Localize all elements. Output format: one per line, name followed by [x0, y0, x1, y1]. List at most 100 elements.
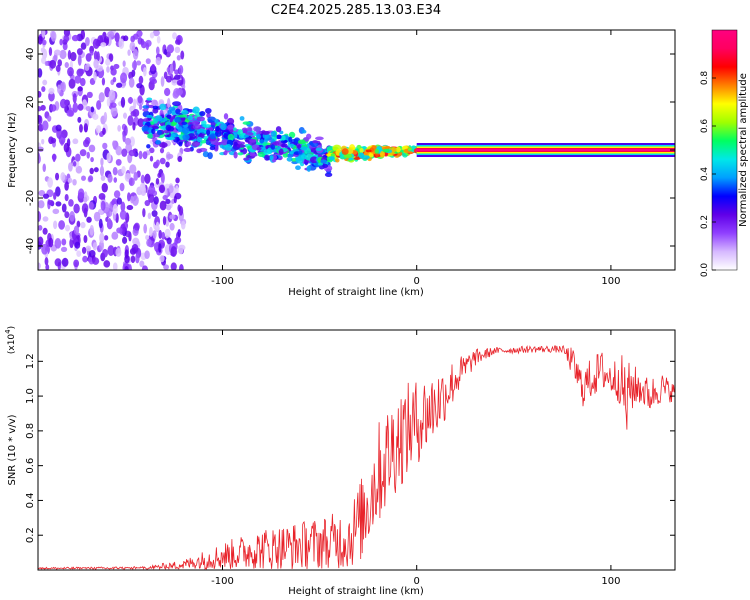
heatmap-cell: [61, 257, 69, 267]
heatmap-cell: [155, 159, 160, 167]
heatmap-cell: [343, 153, 353, 159]
heatmap-cell: [77, 103, 84, 111]
heatmap-cell: [256, 133, 261, 140]
heatmap-cell: [63, 34, 70, 43]
heatmap-cell: [55, 172, 60, 181]
heatmap-cell: [320, 159, 328, 164]
heatmap-cell: [107, 31, 115, 38]
heatmap-cell: [165, 124, 172, 131]
heatmap-cell: [379, 150, 386, 158]
heatmap-cell: [52, 153, 56, 163]
heatmap-cell: [132, 121, 136, 131]
heatmap-cell: [170, 262, 177, 270]
heatmap-cell: [249, 153, 258, 157]
heatmap-cell: [124, 266, 129, 270]
heatmap-cell: [98, 218, 103, 229]
heatmap-cell: [60, 172, 66, 182]
heatmap-cell: [163, 264, 170, 270]
heatmap-cell: [224, 144, 232, 151]
heatmap-cell: [127, 97, 134, 104]
heatmap-cell: [41, 86, 46, 92]
heatmap-cell: [41, 138, 45, 145]
heatmap-cell: [177, 244, 184, 255]
heatmap-cell: [59, 38, 64, 46]
heatmap-cell: [79, 77, 86, 87]
heatmap-cell: [41, 30, 46, 38]
heatmap-cell: [175, 39, 181, 45]
heatmap-cell: [81, 246, 87, 254]
heatmap-cell: [116, 227, 123, 234]
heatmap-cell: [107, 217, 112, 227]
heatmap-cell: [407, 147, 412, 151]
heatmap-cell: [151, 128, 156, 135]
heatmap-cell: [138, 75, 144, 85]
heatmap-cell: [122, 236, 128, 244]
heatmap-cell: [76, 250, 82, 258]
heatmap-cell: [146, 97, 153, 101]
heatmap-cell: [270, 131, 277, 137]
heatmap-cell: [100, 175, 106, 182]
heatmap-cell: [50, 137, 57, 144]
heatmap-cell: [59, 49, 67, 60]
heatmap-cell: [192, 123, 202, 130]
heatmap-cell: [223, 151, 228, 156]
heatmap-cell: [180, 50, 185, 60]
spectrogram-yaxis-tick-label: -40: [25, 238, 36, 254]
heatmap-cell: [38, 236, 44, 247]
heatmap-cell: [100, 200, 106, 211]
heatmap-cell: [60, 82, 65, 91]
heatmap-cell: [288, 136, 293, 143]
heatmap-cell: [166, 97, 171, 109]
snr-xaxis-tick-label: -100: [211, 576, 234, 587]
heatmap-cell: [85, 245, 92, 252]
heatmap-cell: [168, 185, 174, 194]
heatmap-cell: [129, 41, 136, 52]
heatmap-cell: [81, 175, 86, 181]
heatmap-cell: [81, 203, 89, 214]
heatmap-cell: [120, 96, 126, 108]
heatmap-cell: [128, 149, 136, 157]
heatmap-cell: [227, 133, 235, 141]
heatmap-cell: [152, 108, 159, 114]
heatmap-cell: [117, 124, 121, 132]
heatmap-cell: [353, 156, 361, 160]
heatmap-cell: [181, 121, 188, 126]
heatmap-cell: [174, 192, 182, 200]
heatmap-cell: [102, 127, 106, 135]
heatmap-cell: [341, 148, 349, 155]
heatmap-cell: [143, 67, 147, 77]
snr-frame: [37, 329, 676, 571]
heatmap-cell: [96, 100, 102, 110]
snr-yaxis-tick-label: 1.2: [25, 353, 36, 369]
heatmap-cell: [214, 118, 219, 124]
heatmap-cell: [42, 227, 48, 235]
heatmap-cell: [142, 151, 148, 160]
heatmap-cell: [180, 220, 186, 230]
heatmap-cell: [149, 155, 154, 162]
heatmap-band: [416, 149, 675, 151]
heatmap-cell: [196, 136, 203, 143]
spectrogram-ylabel: Frequency (Hz): [7, 112, 18, 188]
heatmap-cell: [50, 104, 57, 112]
heatmap-cell: [142, 208, 146, 218]
heatmap-cell: [126, 204, 134, 211]
heatmap-cell: [324, 172, 333, 178]
heatmap-cell: [139, 260, 145, 268]
heatmap-cell: [103, 260, 111, 268]
heatmap-cell: [162, 215, 167, 226]
heatmap-cell: [102, 248, 108, 258]
heatmap-cell: [61, 238, 67, 246]
heatmap-cell: [54, 238, 62, 249]
heatmap-cell: [72, 178, 77, 186]
heatmap-cell: [57, 59, 62, 67]
heatmap-cell: [113, 63, 120, 70]
figure-title: C2E4.2025.285.13.03.E34: [271, 3, 441, 18]
heatmap-cell: [120, 72, 128, 84]
heatmap-cell: [155, 221, 160, 231]
heatmap-cell: [175, 185, 179, 194]
heatmap-cell: [146, 144, 151, 149]
heatmap-cell: [77, 86, 83, 92]
heatmap-cell: [169, 63, 174, 75]
heatmap-cell: [89, 224, 94, 236]
heatmap-cell: [148, 185, 156, 195]
